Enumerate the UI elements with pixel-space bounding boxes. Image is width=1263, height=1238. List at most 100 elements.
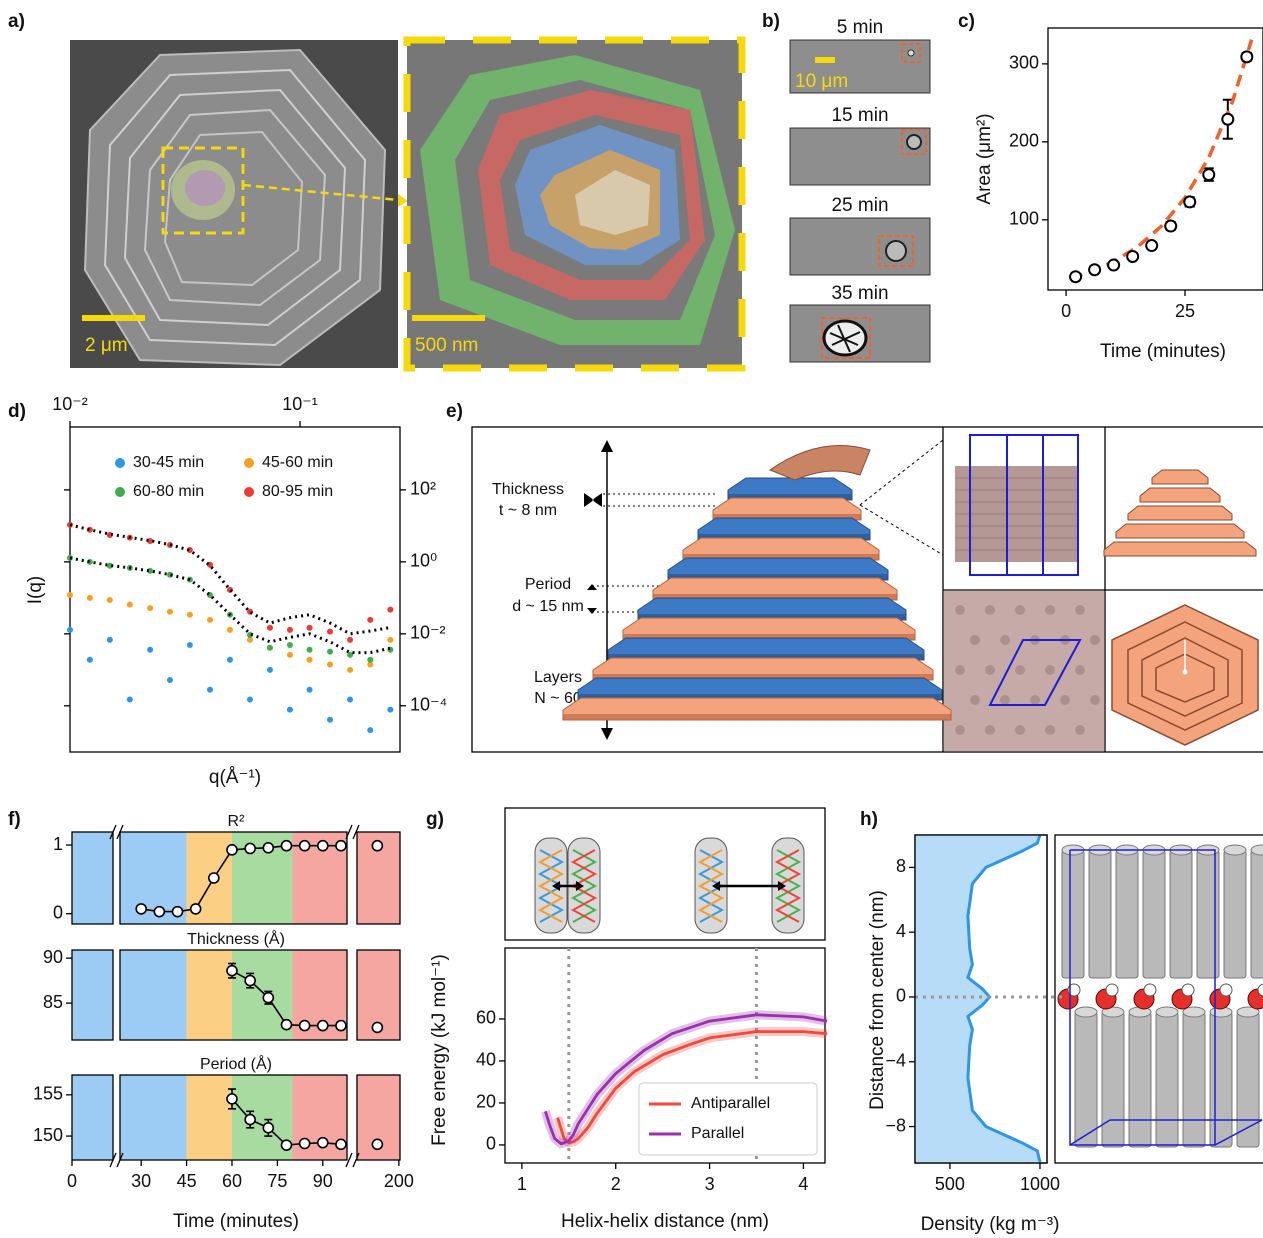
y-tick-label: 0: [53, 902, 63, 922]
data-point: [347, 636, 354, 643]
data-point: [335, 839, 347, 852]
x-axis-label: Time (minutes): [173, 1211, 299, 1232]
data-point: [280, 1139, 293, 1151]
x-tick-label: 75: [267, 1171, 287, 1191]
data-point: [1221, 112, 1235, 126]
data-point: [286, 651, 293, 658]
legend-marker: [244, 487, 254, 497]
data-point: [106, 597, 113, 604]
cylinder: [1169, 849, 1193, 979]
cylinder-top: [1101, 1006, 1125, 1018]
data-point: [86, 656, 93, 663]
x-tick-label: 200: [384, 1171, 414, 1191]
panel-label: e): [446, 401, 463, 422]
data-point: [67, 554, 73, 561]
data-point: [316, 839, 329, 852]
data-point: [371, 1138, 384, 1151]
plot-area: [119, 831, 348, 925]
plot-area: [356, 831, 401, 925]
plot-area: [69, 426, 401, 753]
frame-label: 15 min: [831, 105, 888, 126]
axis-break: [116, 824, 124, 840]
time-band: [186, 950, 232, 1040]
x-tick-label: 0: [1061, 301, 1071, 321]
data-point: [106, 562, 113, 569]
data-point: [335, 1019, 347, 1032]
data-point: [286, 641, 293, 648]
data-point: [244, 974, 256, 987]
data-point: [186, 641, 193, 648]
strip-title: Thickness (Å): [187, 929, 285, 948]
cylinder-top: [1223, 844, 1247, 856]
data-point: [367, 656, 374, 663]
plot-area: [356, 949, 401, 1041]
time-band: [72, 950, 113, 1040]
y-tick-label: 0: [896, 986, 906, 1006]
y-tick-label: 10⁻⁴: [410, 695, 447, 715]
axis-break: [352, 824, 360, 840]
x-tick-label: 90: [313, 1171, 333, 1191]
legend-marker: [115, 487, 125, 497]
y-tick-label: 10⁻²: [410, 623, 446, 643]
data-point: [298, 839, 311, 852]
data-point: [347, 666, 354, 673]
data-point: [1126, 249, 1140, 263]
data-point: [246, 636, 253, 643]
cylinder-top: [1250, 844, 1263, 856]
scale-bar-label: 500 nm: [415, 335, 478, 356]
cylinder: [1128, 1011, 1152, 1148]
data-point: [226, 1093, 238, 1105]
legend-box: [638, 1082, 818, 1156]
cylinder: [1074, 1011, 1098, 1148]
x-tick-label: 0: [67, 1171, 77, 1191]
frame-label: 5 min: [837, 17, 883, 38]
data-point: [186, 611, 193, 618]
data-point: [147, 646, 154, 653]
spiral-slab: [1151, 469, 1209, 485]
data-point: [316, 1136, 329, 1149]
data-point: [147, 605, 154, 612]
x-tick-label: 500: [935, 1174, 965, 1194]
data-point: [306, 624, 313, 631]
data-point: [306, 686, 313, 693]
data-point: [86, 594, 93, 601]
data-point: [206, 616, 213, 623]
legend-label: 80-95 min: [262, 483, 333, 500]
axis-break: [345, 824, 353, 840]
data-point: [347, 696, 354, 703]
cylinder: [1250, 849, 1263, 979]
data-point: [226, 626, 233, 633]
fit-line: [69, 523, 391, 636]
legend-label: 60-80 min: [133, 483, 204, 500]
x-tick-label: 4: [798, 1174, 808, 1194]
cell-box: [1069, 1119, 1111, 1146]
frame-label: 35 min: [831, 283, 888, 304]
data-point: [327, 716, 334, 723]
data-point: [1107, 258, 1121, 272]
y-axis-label: Area (μm²): [974, 113, 995, 204]
y-tick-label: 4: [896, 921, 906, 941]
y-tick-label: 40: [476, 1050, 496, 1070]
x-axis-label: q(Å⁻¹): [209, 767, 261, 788]
y-axis-label: I(q): [25, 576, 46, 605]
data-point: [367, 616, 374, 623]
data-line: [556, 1030, 828, 1145]
data-point: [1183, 195, 1197, 209]
layer-edge: [578, 694, 942, 700]
data-point: [266, 644, 273, 651]
cell-box: [1214, 1119, 1263, 1146]
x-tick-label: 25: [1175, 301, 1195, 321]
water-h: [1067, 983, 1081, 997]
cylinder: [1101, 1011, 1125, 1148]
water-h: [1143, 983, 1157, 997]
y-tick-label: 90: [43, 947, 63, 967]
layer-edge: [593, 674, 933, 680]
schematic-label: N ~ 60: [534, 690, 582, 707]
x-axis-label: Time (minutes): [1100, 341, 1226, 362]
cylinder: [1061, 849, 1085, 979]
data-point: [306, 656, 313, 663]
y-axis-label: Distance from center (nm): [867, 890, 888, 1110]
panel-label: c): [958, 11, 975, 32]
data-point: [1088, 263, 1102, 277]
